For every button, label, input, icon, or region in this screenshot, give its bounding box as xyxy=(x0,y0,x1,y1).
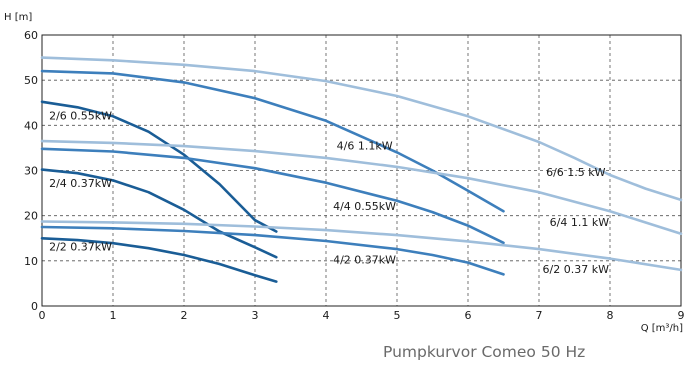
curve-label: 2/6 0.55kW xyxy=(49,109,112,122)
y-tick-label: 40 xyxy=(24,119,38,132)
series-line-0 xyxy=(40,100,278,233)
y-tick-label: 60 xyxy=(24,29,38,42)
series-line-1 xyxy=(40,168,278,259)
y-tick-label: 10 xyxy=(24,255,38,268)
x-tick-label: 1 xyxy=(110,309,117,322)
x-tick-label: 2 xyxy=(181,309,188,322)
curve-label: 6/4 1.1 kW xyxy=(550,216,610,229)
x-tick-label: 5 xyxy=(394,309,401,322)
x-tick-label: 0 xyxy=(39,309,46,322)
y-tick-label: 50 xyxy=(24,74,38,87)
y-axis-title: H [m] xyxy=(4,12,32,23)
x-tick-label: 4 xyxy=(323,309,330,322)
curve-label: 2/2 0.37kW xyxy=(49,240,112,253)
curve-label: 6/6 1.5 kW xyxy=(546,166,606,179)
grid-lines xyxy=(42,35,681,306)
series-line-7 xyxy=(40,139,683,235)
chart-caption: Pumpkurvor Comeo 50 Hz xyxy=(383,343,586,361)
series-line-2 xyxy=(40,237,278,283)
x-axis-title: Q [m³/h] xyxy=(641,323,683,334)
x-tick-label: 7 xyxy=(536,309,543,322)
curve-labels: 2/6 0.55kW 2/4 0.37kW 2/2 0.37kW 4/6 1.1kW 4… xyxy=(49,109,609,276)
series-line-5 xyxy=(40,225,505,276)
curve-label: 4/4 0.55kW xyxy=(333,200,396,213)
curve-label: 2/4 0.37kW xyxy=(49,177,112,190)
x-tick-label: 3 xyxy=(252,309,259,322)
x-tick-label: 9 xyxy=(678,309,685,322)
series-line-3 xyxy=(40,69,505,213)
series-line-6 xyxy=(40,56,683,202)
curve-label: 6/2 0.37 kW xyxy=(543,263,610,276)
tick-labels: 0 1 2 3 4 5 6 7 8 9 0 10 20 30 40 50 60 xyxy=(24,29,685,322)
x-tick-label: 8 xyxy=(607,309,614,322)
x-tick-label: 6 xyxy=(465,309,472,322)
y-tick-label: 30 xyxy=(24,165,38,178)
y-tick-label: 20 xyxy=(24,210,38,223)
curve-label: 4/2 0.37kW xyxy=(333,254,396,267)
series-lines xyxy=(40,56,683,283)
series-line-4 xyxy=(40,147,505,245)
series-line-8 xyxy=(40,220,683,272)
y-tick-label: 0 xyxy=(31,300,38,313)
curve-label: 4/6 1.1kW xyxy=(337,140,393,153)
